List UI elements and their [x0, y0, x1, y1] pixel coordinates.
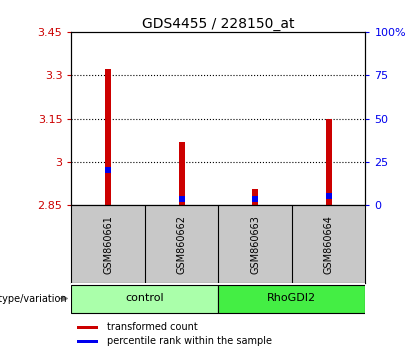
Bar: [326, 119, 332, 205]
Bar: [77, 340, 98, 343]
Bar: [77, 326, 98, 329]
Bar: [179, 196, 185, 201]
Bar: [105, 69, 111, 205]
Text: genotype/variation: genotype/variation: [0, 294, 67, 304]
Bar: [218, 285, 365, 314]
Bar: [179, 142, 185, 205]
Bar: [252, 196, 258, 201]
Text: GSM860662: GSM860662: [177, 215, 186, 274]
Title: GDS4455 / 228150_at: GDS4455 / 228150_at: [142, 17, 295, 31]
Bar: [252, 189, 258, 205]
Text: control: control: [126, 293, 164, 303]
Bar: [105, 167, 111, 173]
Text: RhoGDI2: RhoGDI2: [268, 293, 316, 303]
Text: GSM860664: GSM860664: [324, 215, 333, 274]
Text: percentile rank within the sample: percentile rank within the sample: [107, 336, 272, 346]
Text: transformed count: transformed count: [107, 322, 197, 332]
Text: GSM860661: GSM860661: [103, 215, 113, 274]
Bar: [326, 194, 332, 199]
Text: GSM860663: GSM860663: [250, 215, 260, 274]
Bar: [71, 285, 218, 314]
